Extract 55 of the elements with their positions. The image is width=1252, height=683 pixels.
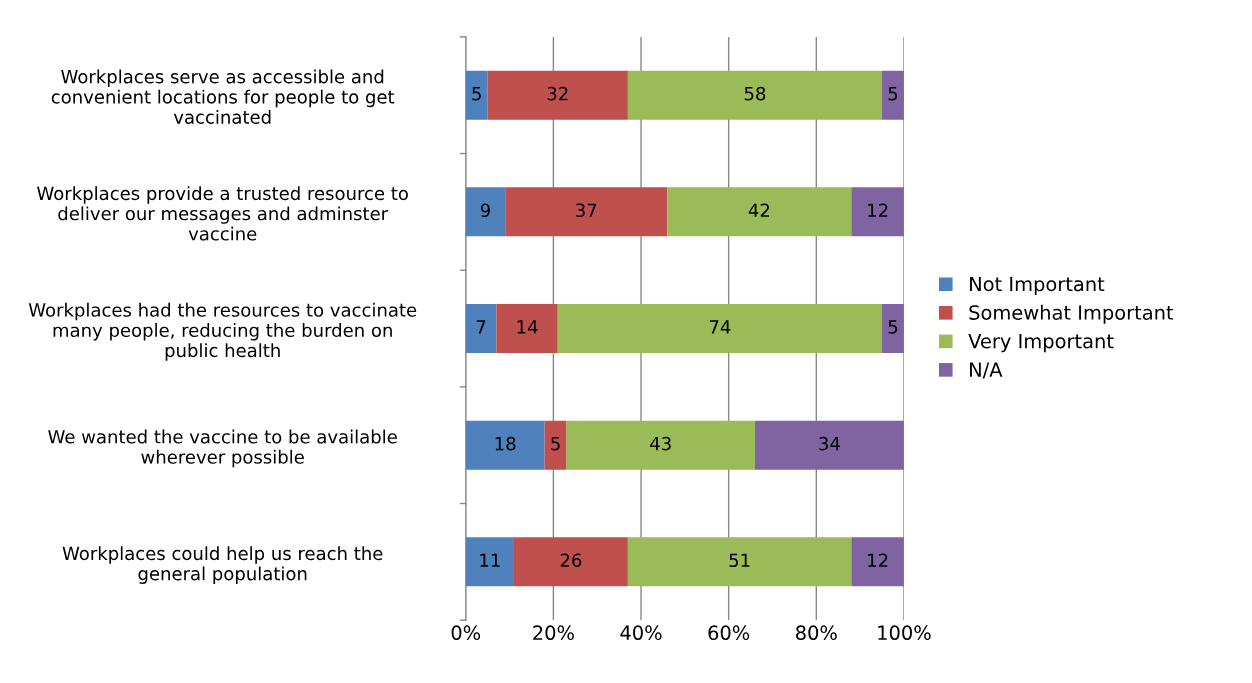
legend-label: Somewhat Important <box>969 304 1174 324</box>
data-label: 74 <box>709 320 731 334</box>
legend-label: Very Important <box>968 333 1114 353</box>
bar <box>667 187 852 237</box>
bar <box>544 420 567 470</box>
bar <box>627 537 852 587</box>
data-label: 37 <box>576 203 597 218</box>
data-label: 42 <box>748 203 770 217</box>
x-tick-label: 60% <box>708 625 750 641</box>
bar <box>851 537 904 587</box>
data-label: 58 <box>744 86 766 101</box>
x-tick-label: 80% <box>796 625 837 641</box>
data-label: 5 <box>551 437 560 451</box>
bar <box>513 537 628 587</box>
data-label: 5 <box>888 320 898 334</box>
data-label: 51 <box>729 553 750 568</box>
bar <box>465 187 506 237</box>
bar <box>851 187 904 237</box>
bar <box>465 70 488 120</box>
bar <box>465 304 497 354</box>
bar <box>557 304 883 354</box>
legend-label: Not Important <box>970 276 1105 296</box>
bar <box>627 70 883 120</box>
data-label: 12 <box>868 553 888 567</box>
data-label: 9 <box>480 203 490 218</box>
data-label: 5 <box>888 87 898 101</box>
bar <box>465 537 514 587</box>
data-label: 7 <box>476 320 486 334</box>
bar <box>496 304 558 354</box>
data-label: 32 <box>547 86 568 101</box>
y-tick-label: Workplaces had the resources to vaccinate many people, reducing the burden on public health <box>28 302 417 361</box>
y-tick-label: We wanted the vaccine to be available wherever possible <box>48 429 397 468</box>
bar <box>882 304 904 354</box>
bar <box>882 70 904 120</box>
data-label: 11 <box>480 553 500 567</box>
x-tick-label: 100% <box>878 625 931 641</box>
x-tick-label: 0% <box>451 625 481 641</box>
x-tick-label: 40% <box>620 625 662 641</box>
y-tick-label: Workplaces serve as accessible and convenient locations for people to get vaccinated <box>51 69 395 124</box>
data-label: 14 <box>517 320 538 334</box>
y-tick-label: Workplaces could help us reach the general population <box>62 546 383 584</box>
y-tick-label: Workplaces provide a trusted resource to deliver our messages and adminster vaccine <box>37 186 408 241</box>
bar <box>754 420 904 470</box>
data-label: 5 <box>472 87 481 101</box>
legend-label: N/A <box>970 362 1003 379</box>
data-label: 34 <box>819 436 840 451</box>
bar <box>465 420 545 470</box>
bar <box>505 187 668 237</box>
x-tick-label: 20% <box>533 625 574 641</box>
data-label: 26 <box>560 553 582 568</box>
bar <box>566 420 755 470</box>
data-label: 43 <box>650 436 671 451</box>
bar <box>487 70 628 120</box>
data-label: 18 <box>495 436 516 451</box>
data-label: 12 <box>868 203 888 217</box>
